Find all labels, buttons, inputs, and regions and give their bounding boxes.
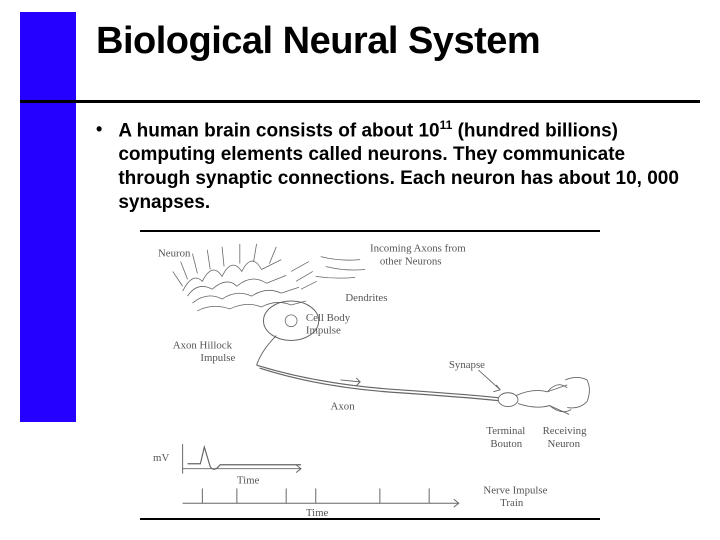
label-train: Train xyxy=(500,497,524,509)
label-incoming: Incoming Axons from xyxy=(370,243,466,255)
bullet-exponent: 11 xyxy=(440,118,453,132)
bullet-list: • A human brain consists of about 1011 (… xyxy=(96,118,696,214)
label-terminal: Terminal xyxy=(486,425,525,437)
label-dendrites: Dendrites xyxy=(345,292,387,304)
label-impulse2: Impulse xyxy=(200,352,235,364)
label-cellbody: Cell Body xyxy=(306,312,351,324)
label-time1: Time xyxy=(237,474,260,486)
slide-title: Biological Neural System xyxy=(96,20,696,63)
bullet-prefix: A human brain consists of about 10 xyxy=(118,120,439,141)
label-axon: Axon xyxy=(331,401,356,413)
label-bouton: Bouton xyxy=(490,438,522,450)
neuron-svg: Neuron Incoming Axons from other Neurons… xyxy=(140,232,600,518)
label-axonhillock: Axon Hillock xyxy=(173,339,233,351)
title-underline xyxy=(20,100,700,103)
bullet-item: • A human brain consists of about 1011 (… xyxy=(96,118,696,214)
label-mv: mV xyxy=(153,452,169,464)
label-incoming2: other Neurons xyxy=(380,256,442,268)
bullet-marker: • xyxy=(96,118,102,141)
label-nerveimpulse: Nerve Impulse xyxy=(483,484,547,496)
label-synapse: Synapse xyxy=(449,359,485,371)
neuron-diagram: Neuron Incoming Axons from other Neurons… xyxy=(140,230,600,520)
label-neuron2: Neuron xyxy=(548,438,581,450)
label-neuron: Neuron xyxy=(158,248,191,260)
label-time2: Time xyxy=(306,507,329,518)
label-receiving: Receiving xyxy=(543,425,587,437)
bullet-text: A human brain consists of about 1011 (hu… xyxy=(118,118,696,214)
label-impulse1: Impulse xyxy=(306,325,341,337)
accent-sidebar xyxy=(20,12,76,422)
